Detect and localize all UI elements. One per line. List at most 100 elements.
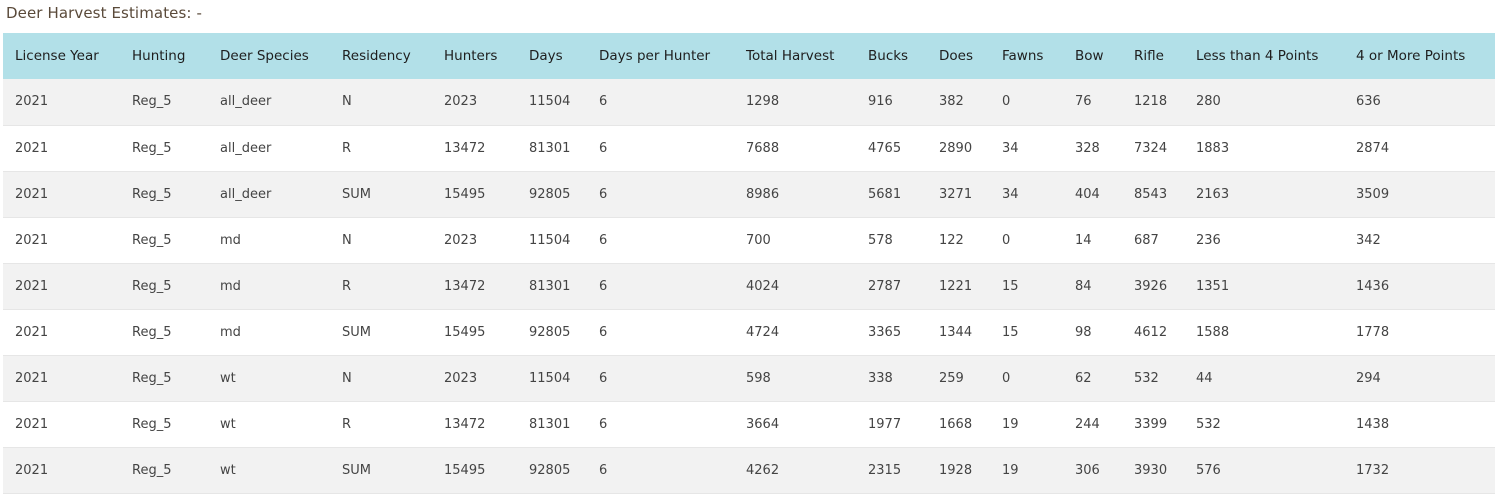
column-header[interactable]: License Year xyxy=(15,48,99,64)
table-cell: 1778 xyxy=(1344,309,1495,356)
table-cell: 1928 xyxy=(927,447,990,494)
table-cell: 19 xyxy=(990,401,1063,448)
table-cell: 0 xyxy=(990,217,1063,264)
table-cell: 2021 xyxy=(3,309,120,356)
table-cell: 92805 xyxy=(517,171,587,218)
table-cell: 34 xyxy=(990,125,1063,172)
table-cell: 2890 xyxy=(927,125,990,172)
table-cell: 81301 xyxy=(517,401,587,448)
table-cell: Reg_5 xyxy=(120,309,208,356)
table-cell: 7688 xyxy=(734,125,856,172)
table-cell: 98 xyxy=(1063,309,1122,356)
table-cell: 6 xyxy=(587,355,734,402)
table-cell: R xyxy=(330,263,432,310)
column-header[interactable]: Hunting xyxy=(132,48,186,64)
table-cell: 294 xyxy=(1344,355,1495,402)
table-cell: SUM xyxy=(330,171,432,218)
table-cell: 4724 xyxy=(734,309,856,356)
table-row: 2021 Reg_5 md SUM 15495 92805 6 4724 3365 1344 15 9… xyxy=(3,309,1495,356)
table-cell: wt xyxy=(208,355,330,402)
table-cell: all_deer xyxy=(208,79,330,126)
table-cell: Reg_5 xyxy=(120,125,208,172)
column-header[interactable]: 4 or More Points xyxy=(1356,48,1466,64)
table-cell: 44 xyxy=(1184,355,1344,402)
column-header[interactable]: Fawns xyxy=(1002,48,1044,64)
table-row: 2021 Reg_5 wt SUM 15495 92805 6 4262 2315 1928 19 3… xyxy=(3,447,1495,494)
table-cell: 342 xyxy=(1344,217,1495,264)
table-cell: 3930 xyxy=(1122,447,1184,494)
table-cell: 532 xyxy=(1184,401,1344,448)
table-cell: 1218 xyxy=(1122,79,1184,126)
table-row: 2021 Reg_5 wt N 2023 11504 6 598 338 259 0 62 532 44 2… xyxy=(3,355,1495,402)
table-cell: 916 xyxy=(856,79,927,126)
table-row: 2021 Reg_5 wt R 13472 81301 6 3664 1977 1668 19 244… xyxy=(3,401,1495,448)
table-body: 2021 Reg_5 all_deer N 2023 11504 6 1298 916 382 0 7… xyxy=(3,79,1495,494)
table-row: 2021 Reg_5 all_deer R 13472 81301 6 7688 4765 289… xyxy=(3,125,1495,172)
table-cell: all_deer xyxy=(208,171,330,218)
table-cell: 3399 xyxy=(1122,401,1184,448)
table-cell: Reg_5 xyxy=(120,217,208,264)
table-cell: 15495 xyxy=(432,171,517,218)
table-cell: 2021 xyxy=(3,263,120,310)
table-cell: N xyxy=(330,355,432,402)
table-cell: 1588 xyxy=(1184,309,1344,356)
table-cell: 5681 xyxy=(856,171,927,218)
table-cell: Reg_5 xyxy=(120,447,208,494)
table-cell: 11504 xyxy=(517,355,587,402)
table-row: 2021 Reg_5 md N 2023 11504 6 700 578 122 0 14 687 236… xyxy=(3,217,1495,264)
table-cell: 2787 xyxy=(856,263,927,310)
table-cell: 6 xyxy=(587,309,734,356)
table-cell: 62 xyxy=(1063,355,1122,402)
column-header[interactable]: Total Harvest xyxy=(746,48,835,64)
table-cell: 244 xyxy=(1063,401,1122,448)
table-cell: 404 xyxy=(1063,171,1122,218)
table-cell: 1298 xyxy=(734,79,856,126)
table-cell: 3509 xyxy=(1344,171,1495,218)
column-header[interactable]: Does xyxy=(939,48,973,64)
table-cell: 259 xyxy=(927,355,990,402)
table-cell: R xyxy=(330,125,432,172)
column-header[interactable]: Rifle xyxy=(1134,48,1164,64)
table-cell: md xyxy=(208,217,330,264)
table-cell: 1436 xyxy=(1344,263,1495,310)
table-cell: 13472 xyxy=(432,263,517,310)
table-cell: 2163 xyxy=(1184,171,1344,218)
table-cell: Reg_5 xyxy=(120,263,208,310)
table-cell: Reg_5 xyxy=(120,79,208,126)
table-cell: 1438 xyxy=(1344,401,1495,448)
column-header[interactable]: Hunters xyxy=(444,48,498,64)
column-header[interactable]: Residency xyxy=(342,48,411,64)
table-cell: 7324 xyxy=(1122,125,1184,172)
column-header[interactable]: Bucks xyxy=(868,48,909,64)
table-cell: 92805 xyxy=(517,309,587,356)
table-cell: 15 xyxy=(990,263,1063,310)
table-cell: 92805 xyxy=(517,447,587,494)
table-cell: 2021 xyxy=(3,171,120,218)
table-cell: 84 xyxy=(1063,263,1122,310)
column-header[interactable]: Days xyxy=(529,48,563,64)
table-cell: 598 xyxy=(734,355,856,402)
table-cell: 15495 xyxy=(432,309,517,356)
column-header[interactable]: Deer Species xyxy=(220,48,309,64)
table-cell: 8986 xyxy=(734,171,856,218)
table-cell: 338 xyxy=(856,355,927,402)
table-cell: 3664 xyxy=(734,401,856,448)
table-cell: 2021 xyxy=(3,401,120,448)
table-cell: 1351 xyxy=(1184,263,1344,310)
table-cell: 3271 xyxy=(927,171,990,218)
table-cell: 13472 xyxy=(432,125,517,172)
table-cell: 6 xyxy=(587,171,734,218)
table-cell: N xyxy=(330,217,432,264)
table-cell: md xyxy=(208,309,330,356)
table-cell: 687 xyxy=(1122,217,1184,264)
column-header[interactable]: Days per Hunter xyxy=(599,48,711,64)
table-cell: all_deer xyxy=(208,125,330,172)
column-header[interactable]: Bow xyxy=(1075,48,1104,64)
table-cell: 2021 xyxy=(3,79,120,126)
table-cell: 4612 xyxy=(1122,309,1184,356)
table-cell: 1221 xyxy=(927,263,990,310)
table-cell: 1344 xyxy=(927,309,990,356)
column-header[interactable]: Less than 4 Points xyxy=(1196,48,1319,64)
table-cell: 578 xyxy=(856,217,927,264)
table-cell: 11504 xyxy=(517,79,587,126)
